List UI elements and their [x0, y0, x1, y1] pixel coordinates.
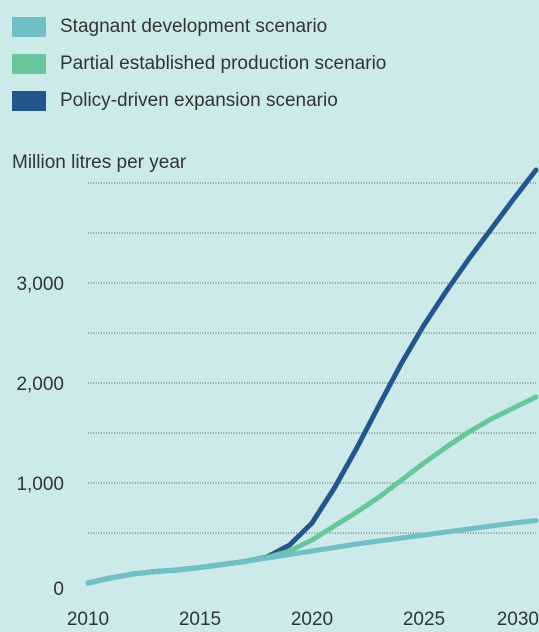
series-line-policy: [85, 167, 539, 586]
legend-label: Policy-driven expansion scenario: [60, 89, 338, 111]
x-tick-label: 2025: [403, 609, 445, 630]
legend-item-policy: Policy-driven expansion scenario: [12, 82, 386, 119]
x-tick-label: 2030: [497, 609, 539, 630]
y-tick-label: 1,000: [16, 474, 64, 495]
y-tick-label: 2,000: [16, 374, 64, 395]
legend-label: Stagnant development scenario: [60, 15, 328, 37]
x-tick-label: 2020: [291, 609, 333, 630]
legend-swatch: [12, 16, 46, 37]
x-tick-label: 2015: [179, 609, 221, 630]
y-axis-label: Million litres per year: [12, 152, 187, 173]
legend-item-stagnant: Stagnant development scenario: [12, 8, 386, 45]
legend-swatch: [12, 53, 46, 74]
x-tick-label: 2010: [67, 609, 109, 630]
chart-legend: Stagnant development scenario Partial es…: [12, 8, 386, 119]
series-line-stagnant: [85, 518, 539, 586]
series-line-partial: [85, 394, 539, 586]
legend-item-partial: Partial established production scenario: [12, 45, 386, 82]
legend-label: Partial established production scenario: [60, 52, 387, 74]
y-tick-label: 3,000: [16, 274, 64, 295]
x-axis-ticks: 2010 2015 2020 2025 2030: [67, 609, 539, 630]
y-tick-label: 0: [53, 579, 64, 600]
y-axis-ticks: 0 1,000 2,000 3,000: [16, 274, 64, 600]
legend-swatch: [12, 90, 46, 111]
grid-lines: [88, 182, 536, 534]
series-lines: [85, 167, 539, 586]
